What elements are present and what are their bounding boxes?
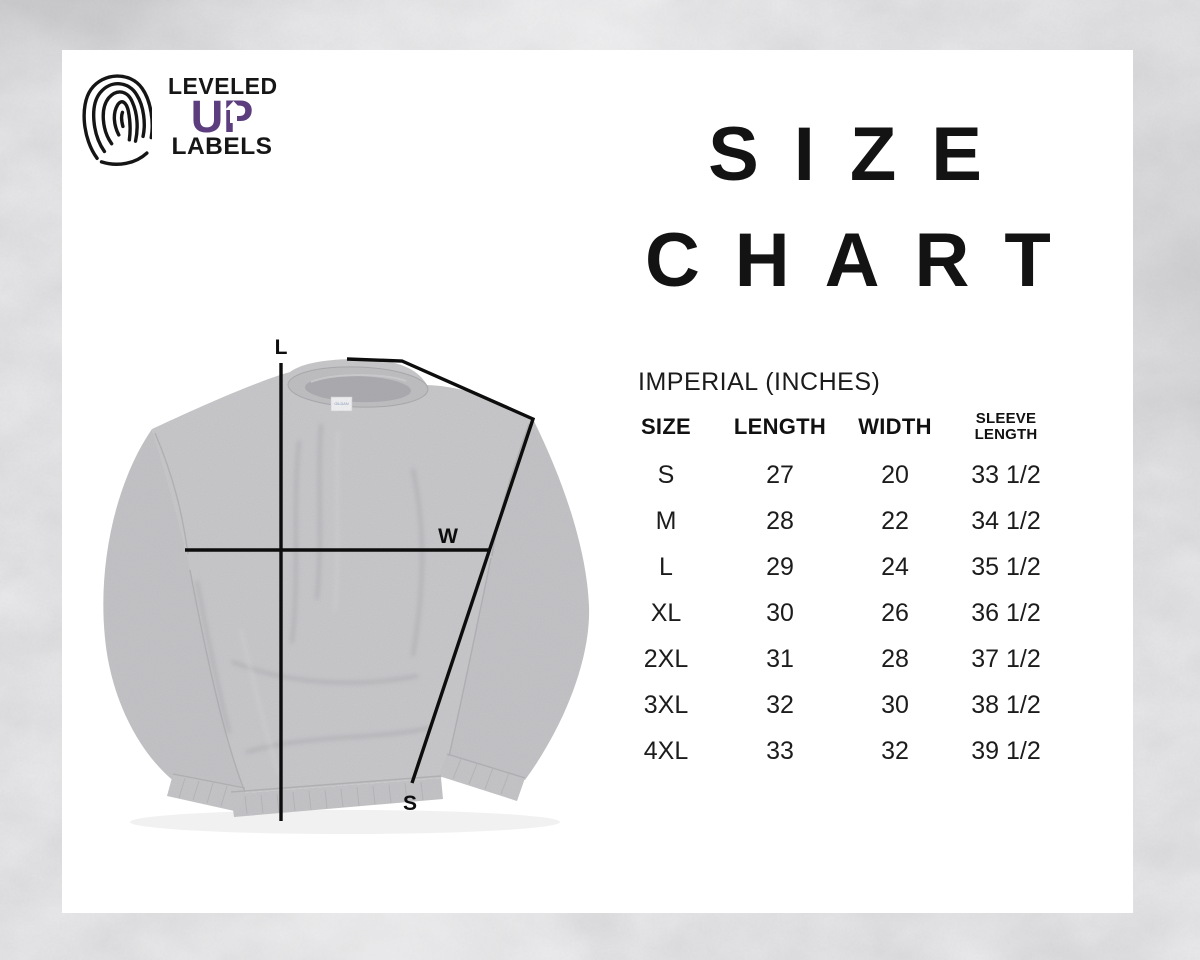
- measurement-lines: [185, 357, 536, 821]
- table-cell: 32: [881, 736, 909, 765]
- up-arrow-icon: [225, 101, 242, 123]
- table-cell: 26: [881, 598, 909, 627]
- title-line-size: SIZE: [708, 112, 1017, 197]
- table-cell: 3XL: [643, 690, 689, 719]
- fingerprint-icon: [82, 74, 152, 166]
- size-table: SIZE LENGTH WIDTH SLEEVE LENGTH S 27 20 …: [612, 402, 1062, 774]
- brand-word-labels: LABELS: [171, 133, 273, 160]
- title-line-chart: CHART: [644, 218, 1086, 303]
- units-label: IMPERIAL (INCHES): [638, 368, 881, 396]
- garment-shadow: [130, 810, 560, 834]
- table-cell: 32: [766, 690, 794, 719]
- page-title: SIZE CHART: [610, 102, 1080, 314]
- table-cell: 37 1/2: [971, 644, 1041, 673]
- table-cell: 2XL: [643, 644, 689, 673]
- brand-wordmark: LEVELED UP LABELS: [168, 73, 278, 160]
- table-cell: 38 1/2: [971, 690, 1041, 719]
- table-cell: 33 1/2: [971, 460, 1041, 489]
- table-cell: 20: [881, 460, 909, 489]
- brand-logo: LEVELED UP LABELS: [82, 68, 292, 188]
- table-cell: L: [659, 552, 673, 581]
- table-cell: XL: [650, 598, 682, 627]
- table-cell: 30: [881, 690, 909, 719]
- table-cell: 30: [766, 598, 794, 627]
- table-cell: 31: [766, 644, 794, 673]
- table-cell: 28: [881, 644, 909, 673]
- table-cell: 22: [881, 506, 909, 535]
- sleeve-measure-line: [346, 357, 536, 784]
- table-cell: 24: [881, 552, 909, 581]
- table-cell: 39 1/2: [971, 736, 1041, 765]
- brand-word-up: UP: [190, 91, 254, 142]
- table-cell: 29: [766, 552, 794, 581]
- table-cell: 35 1/2: [971, 552, 1041, 581]
- table-cell: 4XL: [643, 736, 689, 765]
- table-cell: 36 1/2: [971, 598, 1041, 627]
- width-label: W: [438, 525, 458, 548]
- brand-word-leveled: LEVELED: [168, 73, 278, 99]
- neck-tag-text: GILDAN: [334, 402, 348, 406]
- column-header-length: LENGTH: [733, 414, 827, 439]
- table-cell: 28: [766, 506, 794, 535]
- sweatshirt-diagram: GILDAN: [103, 336, 590, 834]
- sweatshirt: GILDAN: [103, 359, 590, 817]
- table-cell: 34 1/2: [971, 506, 1041, 535]
- table-cell: 27: [766, 460, 794, 489]
- sleeve-label: S: [403, 792, 417, 815]
- table-cell: M: [655, 506, 677, 535]
- size-chart-card: LEVELED UP LABELS SIZE CHART IMPERIAL (I…: [62, 50, 1133, 913]
- table-cell: S: [657, 460, 675, 489]
- column-header-width: WIDTH: [858, 414, 932, 439]
- column-header-sleeve-length: SLEEVE LENGTH: [974, 410, 1038, 443]
- table-cell: 33: [766, 736, 794, 765]
- column-header-size: SIZE: [640, 414, 692, 439]
- neck-tag: [330, 396, 353, 412]
- length-label: L: [275, 336, 288, 359]
